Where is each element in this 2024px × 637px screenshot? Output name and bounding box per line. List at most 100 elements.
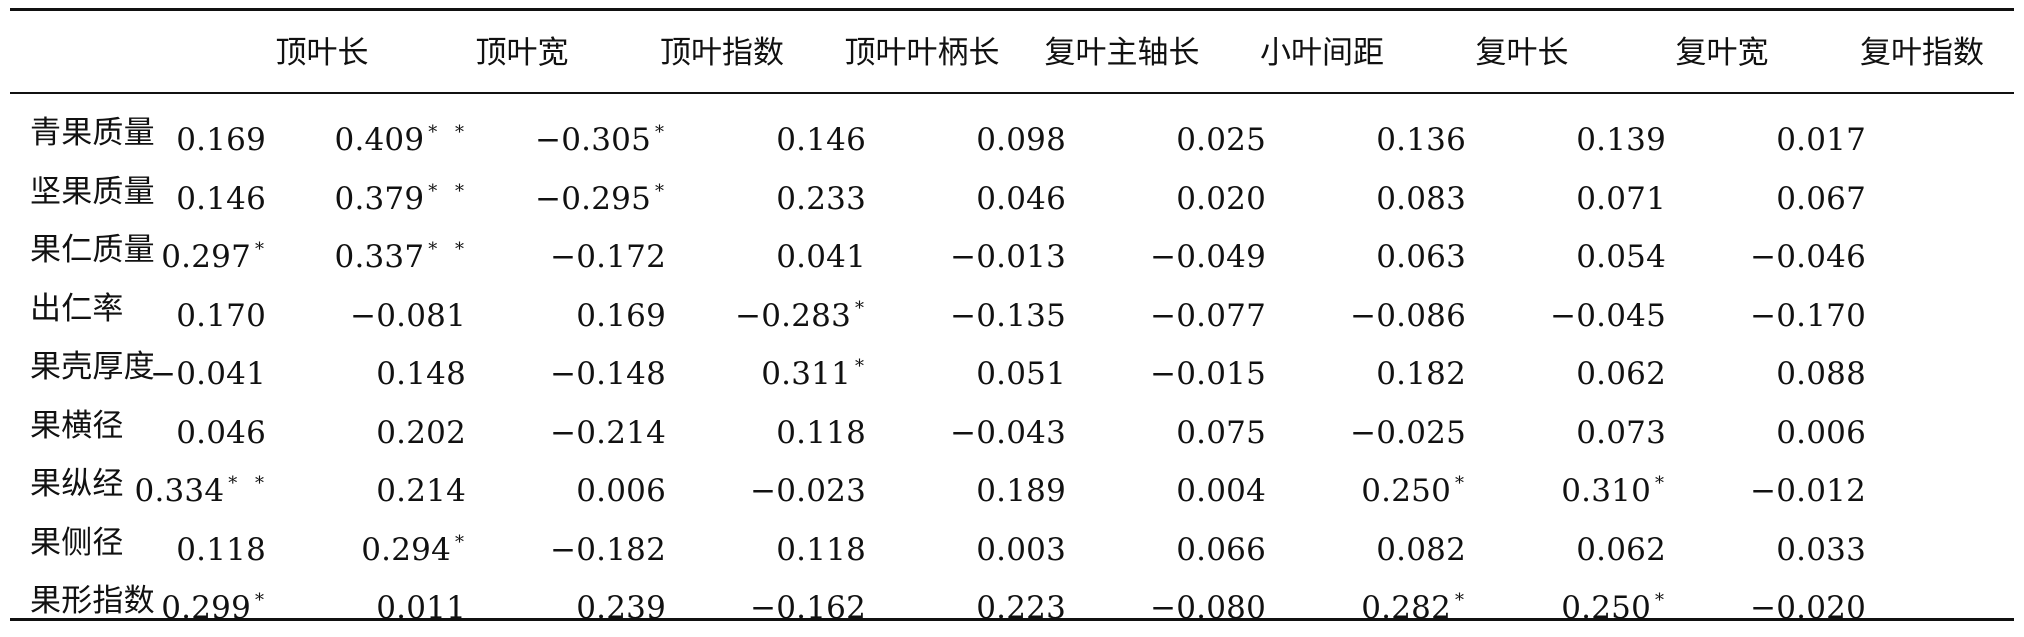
cell-value: 0.054 bbox=[1576, 239, 1666, 275]
column-header: 复叶长 bbox=[1475, 35, 1569, 71]
column-header: 顶叶长 bbox=[275, 35, 369, 71]
table-cell: −0.043 bbox=[900, 397, 1070, 455]
cell-value: 0.083 bbox=[1376, 180, 1466, 217]
table-row: 果形指数 0.299 * 0.011 0.239 −0.162 0.223 −0.080 0.2… bbox=[10, 572, 2014, 630]
table-cell: 0.004 bbox=[1100, 455, 1270, 513]
cell-value: 0.082 bbox=[1376, 531, 1466, 568]
cell-value: 0.006 bbox=[576, 473, 666, 509]
cell-value: −0.077 bbox=[1150, 297, 1266, 334]
table-cell: 0.041 bbox=[700, 221, 870, 279]
cell-value: 0.139 bbox=[1576, 122, 1666, 158]
cell-value: 0.299 bbox=[161, 590, 251, 626]
cell-value: 0.088 bbox=[1776, 356, 1866, 392]
table-cell: 0.169 bbox=[500, 280, 670, 338]
table-row: 果侧径 0.118 0.294 * −0.182 0.118 0.003 0.066 0.082… bbox=[10, 514, 2014, 572]
cell-value: −0.135 bbox=[950, 297, 1066, 334]
table-cell: −0.162 bbox=[700, 572, 870, 630]
table-cell: 0.063 bbox=[1300, 221, 1470, 279]
significance-mark: * * bbox=[428, 239, 470, 260]
cell-value: 0.066 bbox=[1176, 531, 1266, 568]
cell-value: 0.011 bbox=[376, 590, 466, 626]
table-cell: 0.214 bbox=[300, 455, 470, 513]
table-cell: 0.046 bbox=[900, 163, 1070, 221]
table-row: 出仁率 0.170 −0.081 0.169 −0.283 * −0.135 −0.077 −0… bbox=[10, 280, 2014, 338]
cell-value: −0.081 bbox=[350, 297, 466, 334]
cell-value: −0.214 bbox=[550, 414, 666, 451]
table-cell: −0.182 bbox=[500, 514, 670, 572]
cell-value: 0.379 bbox=[334, 180, 425, 217]
table-cell: 0.071 bbox=[1500, 163, 1670, 221]
table-cell: −0.012 bbox=[1700, 455, 1870, 513]
cell-value: 0.294 bbox=[361, 531, 451, 568]
cell-value: 0.062 bbox=[1576, 356, 1666, 392]
table-cell: −0.080 bbox=[1100, 572, 1270, 630]
table-row: 青果质量 0.169 0.409 * * −0.305 * 0.146 0.098 0.025 0… bbox=[10, 104, 2014, 162]
cell-value: 0.250 bbox=[1361, 473, 1451, 509]
cell-value: 0.148 bbox=[376, 356, 466, 392]
cell-value: −0.049 bbox=[1150, 239, 1266, 275]
table-cell: 0.006 bbox=[1700, 397, 1870, 455]
cell-value: 0.250 bbox=[1561, 590, 1651, 626]
cell-value: 0.075 bbox=[1176, 414, 1266, 451]
table-cell: −0.023 bbox=[700, 455, 870, 513]
cell-value: 0.046 bbox=[176, 414, 266, 451]
cell-value: 0.041 bbox=[776, 239, 866, 275]
cell-value: 0.025 bbox=[1176, 122, 1266, 158]
correlation-table: 顶叶长 顶叶宽 顶叶指数 顶叶叶柄长 复叶主轴长 小叶间距 复叶长 复叶宽 复叶… bbox=[10, 8, 2014, 626]
cell-value: −0.295 bbox=[535, 180, 651, 217]
significance-mark: * bbox=[455, 531, 470, 553]
table-cell: 0.051 bbox=[900, 338, 1070, 396]
column-header: 复叶宽 bbox=[1675, 35, 1769, 71]
cell-value: 0.310 bbox=[1561, 473, 1651, 509]
row-label: 果壳厚度 bbox=[30, 349, 155, 385]
table-cell: 0.409 * * bbox=[300, 104, 470, 162]
column-header: 顶叶指数 bbox=[660, 35, 784, 71]
cell-value: 0.146 bbox=[776, 122, 866, 158]
significance-mark: * bbox=[1655, 590, 1670, 611]
cell-value: 0.337 bbox=[334, 239, 425, 275]
cell-value: −0.182 bbox=[550, 531, 666, 568]
table-cell: 0.250 * bbox=[1500, 572, 1670, 630]
significance-mark: * bbox=[655, 122, 670, 143]
table-cell: −0.086 bbox=[1300, 280, 1470, 338]
table-cell: 0.310 * bbox=[1500, 455, 1670, 513]
cell-value: −0.025 bbox=[1350, 414, 1466, 451]
significance-mark: * bbox=[655, 180, 670, 202]
cell-value: 0.063 bbox=[1376, 239, 1466, 275]
row-label: 果仁质量 bbox=[30, 232, 155, 268]
cell-value: 0.118 bbox=[176, 531, 266, 568]
table-cell: −0.135 bbox=[900, 280, 1070, 338]
table-row: 果横径 0.046 0.202 −0.214 0.118 −0.043 0.075 −0.02… bbox=[10, 397, 2014, 455]
cell-value: 0.297 bbox=[161, 239, 251, 275]
cell-value: 0.170 bbox=[176, 297, 266, 334]
cell-value: 0.118 bbox=[776, 414, 866, 451]
cell-value: 0.169 bbox=[576, 297, 666, 334]
cell-value: −0.148 bbox=[550, 356, 666, 392]
significance-mark: * bbox=[255, 590, 270, 611]
cell-value: 0.223 bbox=[976, 590, 1066, 626]
significance-mark: * bbox=[1655, 473, 1670, 494]
table-cell: 0.146 bbox=[700, 104, 870, 162]
cell-value: 0.067 bbox=[1776, 180, 1866, 217]
table-row: 坚果质量 0.146 0.379 * * −0.295 * 0.233 0.046 0.020 0… bbox=[10, 163, 2014, 221]
table-cell: −0.170 bbox=[1700, 280, 1870, 338]
significance-mark: * bbox=[1455, 590, 1470, 611]
table-cell: −0.172 bbox=[500, 221, 670, 279]
table-cell: 0.006 bbox=[500, 455, 670, 513]
cell-value: −0.172 bbox=[550, 239, 666, 275]
table-cell: 0.189 bbox=[900, 455, 1070, 513]
table-header-rule bbox=[10, 92, 2014, 94]
table-cell: −0.081 bbox=[300, 280, 470, 338]
cell-value: 0.239 bbox=[576, 590, 666, 626]
cell-value: 0.189 bbox=[976, 473, 1066, 509]
table-cell: −0.214 bbox=[500, 397, 670, 455]
table-cell: −0.295 * bbox=[500, 163, 670, 221]
table-cell: 0.118 bbox=[700, 397, 870, 455]
cell-value: 0.004 bbox=[1176, 473, 1266, 509]
cell-value: 0.071 bbox=[1576, 180, 1666, 217]
table-cell: −0.049 bbox=[1100, 221, 1270, 279]
table-cell: 0.062 bbox=[1500, 338, 1670, 396]
table-cell: 0.136 bbox=[1300, 104, 1470, 162]
table-cell: −0.025 bbox=[1300, 397, 1470, 455]
table-cell: 0.003 bbox=[900, 514, 1070, 572]
